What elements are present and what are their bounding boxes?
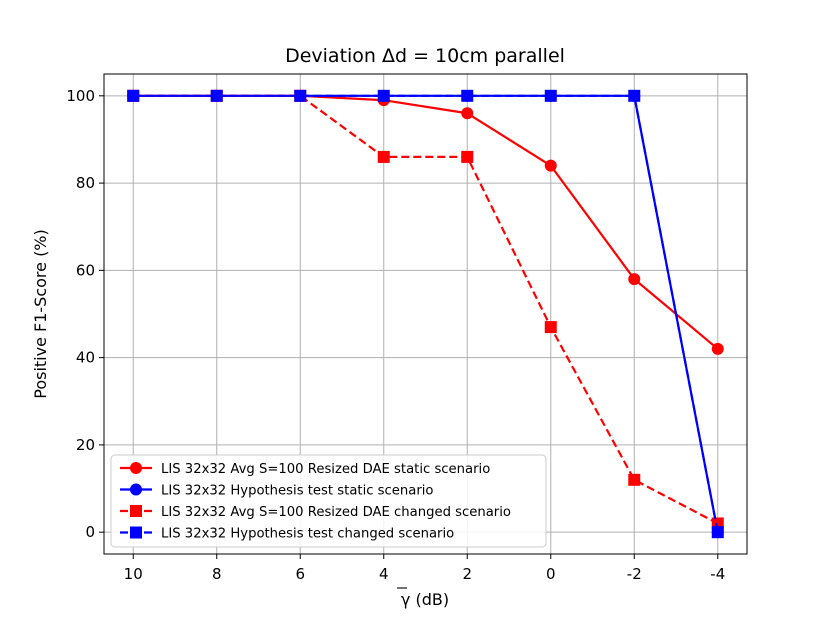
y-tick-label: 40 (76, 349, 95, 367)
legend-marker (130, 526, 142, 539)
x-tick-label: -4 (710, 565, 725, 583)
legend-label: LIS 32x32 Hypothesis test static scenari… (161, 484, 434, 499)
data-point (461, 107, 474, 120)
x-tick-label: 4 (379, 565, 389, 583)
legend-box (110, 454, 547, 548)
series-line (133, 94, 719, 533)
y-tick-label: 0 (85, 523, 95, 541)
legend: LIS 32x32 Avg S=100 Resized DAE static s… (110, 454, 547, 548)
data-point (294, 89, 307, 102)
legend-marker (130, 505, 142, 517)
x-tick-label: -2 (627, 565, 642, 583)
series-group (127, 89, 724, 539)
data-point (461, 150, 474, 163)
x-tick-label: 10 (124, 565, 143, 583)
plot-frame (103, 73, 748, 555)
data-point (711, 342, 724, 355)
data-point (628, 473, 641, 486)
data-point (210, 89, 223, 102)
data-point (544, 159, 557, 172)
x-tick-label: 8 (212, 565, 222, 583)
data-point (628, 89, 641, 102)
legend-label: LIS 32x32 Avg S=100 Resized DAE changed … (161, 505, 511, 520)
x-tick-label: 2 (462, 565, 472, 583)
y-tick-label: 20 (76, 436, 95, 454)
series-4 (127, 89, 724, 539)
data-point (711, 526, 724, 539)
data-point (544, 321, 557, 334)
x-axis-label: γ (dB) (401, 590, 449, 609)
legend-marker (130, 483, 142, 496)
legend-label: LIS 32x32 Hypothesis test changed scenar… (161, 527, 454, 542)
series-line (133, 94, 719, 350)
data-point (461, 89, 474, 102)
x-tick-label: 6 (295, 565, 305, 583)
data-point (628, 273, 641, 286)
x-tick-label: 0 (546, 565, 556, 583)
data-point (377, 89, 390, 102)
y-axis-label: Positive F1-Score (%) (31, 229, 50, 399)
y-tick-label: 100 (66, 87, 95, 105)
y-tick-label: 80 (76, 174, 95, 192)
y-axis: 0 20 40 60 80 100 (66, 87, 104, 541)
legend-marker (130, 462, 142, 474)
data-point (127, 89, 140, 102)
legend-label: LIS 32x32 Avg S=100 Resized DAE static s… (161, 462, 490, 477)
data-point (544, 89, 557, 102)
y-tick-label: 60 (76, 261, 95, 279)
chart-title: Deviation Δd = 10cm parallel (285, 45, 565, 67)
x-axis: 10 8 6 4 2 0 -2 -4 (124, 554, 725, 583)
data-point (377, 150, 390, 163)
